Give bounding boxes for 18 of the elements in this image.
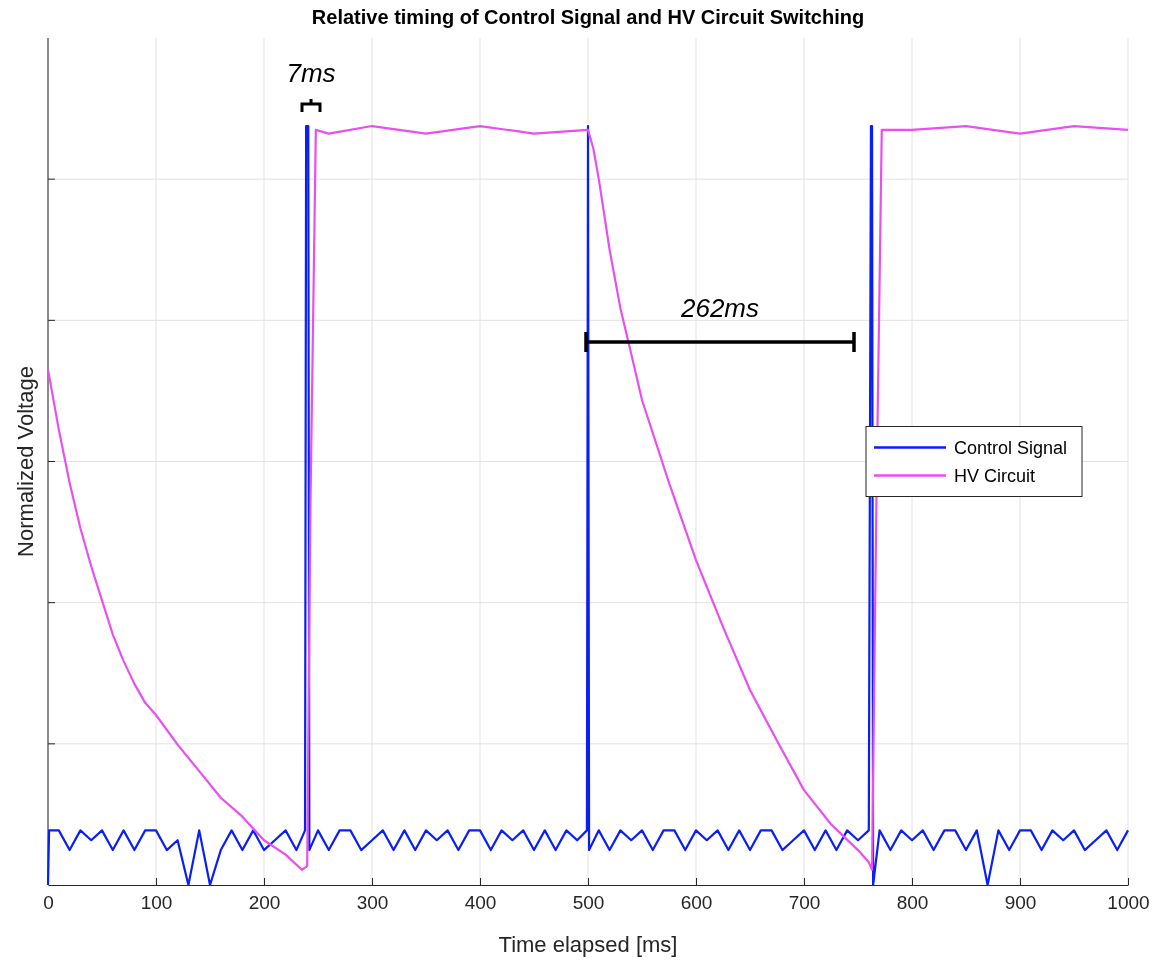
- x-tick-label: 0: [43, 891, 54, 913]
- y-axis-title: Normalized Voltage: [13, 366, 38, 557]
- annotation: 262ms: [679, 293, 760, 323]
- x-tick-label: 1000: [1107, 891, 1150, 913]
- legend-label: HV Circuit: [954, 465, 1036, 486]
- text: 7ms: [286, 58, 336, 88]
- x-tick-label: 100: [140, 891, 173, 913]
- x-tick-label: 400: [464, 891, 497, 913]
- x-tick-label: 800: [896, 891, 929, 913]
- chart-title: Relative timing of Control Signal and HV Circuit Switching: [311, 6, 865, 28]
- x-tick-label: 200: [248, 891, 281, 913]
- x-tick-label: 900: [1004, 891, 1037, 913]
- x-tick-label: 700: [788, 891, 821, 913]
- x-tick-label: 600: [680, 891, 713, 913]
- x-tick-label: 500: [572, 891, 605, 913]
- x-axis-title: Time elapsed [ms]: [498, 932, 678, 957]
- x-tick-label: 300: [356, 891, 389, 913]
- legend-label: Control Signal: [954, 437, 1068, 458]
